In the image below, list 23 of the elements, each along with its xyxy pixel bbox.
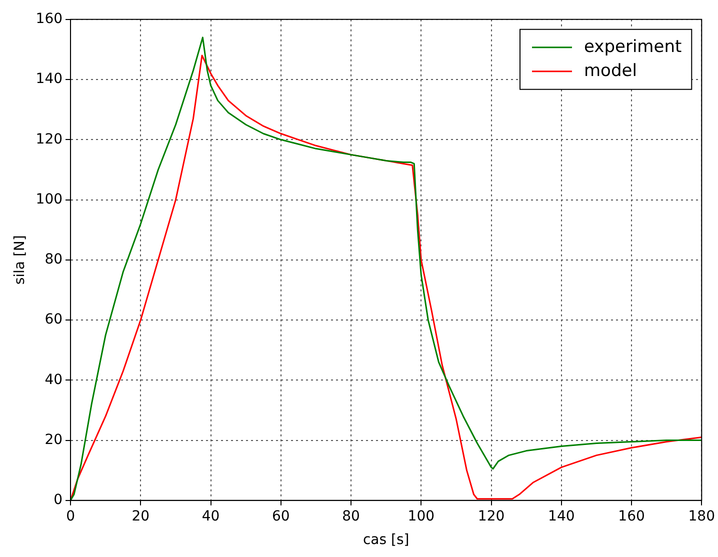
legend-label: experiment [584, 36, 682, 57]
y-tick-label: 60 [44, 312, 63, 328]
x-tick-label: 20 [132, 508, 150, 524]
y-tick-label: 120 [36, 131, 63, 148]
x-tick-label: 80 [342, 508, 360, 524]
x-tick-label: 100 [408, 508, 435, 524]
y-tick-label: 20 [44, 432, 63, 448]
x-tick-label: 0 [66, 508, 75, 524]
y-axis-title: sila [N] [12, 235, 28, 285]
y-tick-label: 40 [44, 372, 63, 388]
legend-label: model [584, 60, 637, 81]
y-tick-label: 140 [36, 71, 63, 88]
x-tick-label: 160 [618, 508, 645, 524]
x-axis-title: cas [s] [362, 532, 410, 548]
y-tick-label: 80 [44, 252, 63, 268]
x-tick-label: 40 [202, 508, 220, 524]
y-tick-label: 0 [54, 492, 63, 508]
y-tick-label: 100 [36, 191, 63, 208]
x-tick-label: 180 [688, 508, 716, 524]
x-tick-label: 140 [548, 508, 575, 524]
y-tick-label: 160 [36, 11, 63, 28]
x-tick-label: 120 [478, 508, 505, 524]
x-tick-label: 60 [272, 508, 290, 524]
